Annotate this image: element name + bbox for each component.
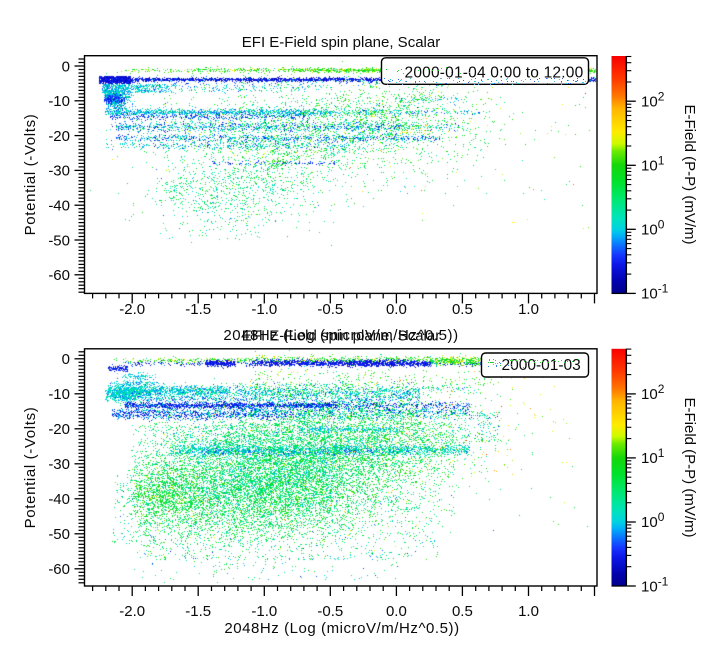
svg-text:2000-01-04 0:00 to 12:00: 2000-01-04 0:00 to 12:00 (405, 65, 584, 82)
svg-text:1.0: 1.0 (518, 603, 539, 620)
svg-text:-1.5: -1.5 (185, 301, 211, 318)
svg-text:-30: -30 (48, 163, 70, 180)
svg-text:0.0: 0.0 (386, 603, 407, 620)
svg-text:-0.5: -0.5 (317, 603, 343, 620)
svg-text:2048Hz (Log (microV/m/Hz^0.5)): 2048Hz (Log (microV/m/Hz^0.5)) (224, 620, 459, 637)
svg-text:Potential (-Volts): Potential (-Volts) (22, 407, 39, 529)
svg-text:100: 100 (641, 218, 665, 239)
svg-text:-60: -60 (48, 267, 70, 284)
svg-text:-60: -60 (48, 561, 70, 578)
svg-text:Potential (-Volts): Potential (-Volts) (22, 114, 39, 236)
svg-text:0.5: 0.5 (452, 603, 473, 620)
svg-text:0: 0 (62, 351, 70, 368)
svg-text:E-Field (P-P) (mV/m): E-Field (P-P) (mV/m) (681, 105, 698, 245)
svg-text:10-1: 10-1 (641, 574, 669, 595)
svg-text:-1.5: -1.5 (185, 603, 211, 620)
svg-text:2048Hz (Log (microV/m/Hz^0.5)): 2048Hz (Log (microV/m/Hz^0.5)) (223, 327, 458, 344)
svg-text:-50: -50 (48, 232, 70, 249)
svg-text:-10: -10 (48, 93, 70, 110)
svg-text:10-1: 10-1 (641, 282, 669, 303)
svg-text:-1.0: -1.0 (251, 603, 277, 620)
svg-text:2000-01-03: 2000-01-03 (502, 357, 581, 374)
svg-text:-50: -50 (48, 526, 70, 543)
svg-text:1.0: 1.0 (518, 301, 539, 318)
svg-text:0.5: 0.5 (452, 301, 473, 318)
svg-text:101: 101 (641, 154, 665, 175)
svg-text:-1.0: -1.0 (251, 301, 277, 318)
svg-text:101: 101 (641, 446, 665, 467)
svg-text:0: 0 (62, 58, 70, 75)
svg-text:102: 102 (641, 90, 665, 111)
svg-text:-20: -20 (48, 128, 70, 145)
svg-text:-30: -30 (48, 456, 70, 473)
svg-text:-40: -40 (48, 491, 70, 508)
svg-text:102: 102 (641, 382, 665, 403)
svg-text:E-Field (P-P) (mV/m): E-Field (P-P) (mV/m) (681, 398, 698, 538)
svg-text:-2.0: -2.0 (119, 301, 145, 318)
svg-text:-20: -20 (48, 421, 70, 438)
svg-text:-10: -10 (48, 386, 70, 403)
svg-text:100: 100 (641, 510, 665, 531)
svg-text:-0.5: -0.5 (317, 301, 343, 318)
svg-text:EFI E-Field spin plane, Scala: EFI E-Field spin plane, Scalar (242, 328, 440, 345)
svg-text:-2.0: -2.0 (119, 603, 145, 620)
svg-text:EFI E-Field spin plane, Scala: EFI E-Field spin plane, Scalar (242, 34, 440, 51)
svg-text:-40: -40 (48, 198, 70, 215)
svg-text:0.0: 0.0 (386, 301, 407, 318)
